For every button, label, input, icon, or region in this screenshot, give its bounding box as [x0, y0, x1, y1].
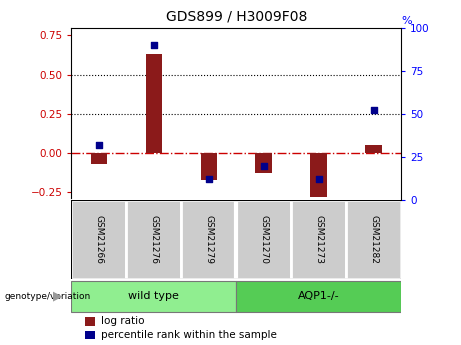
Text: genotype/variation: genotype/variation — [5, 292, 91, 300]
Bar — [310, 153, 327, 197]
Point — [370, 108, 377, 113]
Point — [150, 42, 158, 48]
Text: percentile rank within the sample: percentile rank within the sample — [101, 330, 277, 340]
Bar — [85, 317, 95, 326]
Point — [205, 177, 213, 182]
Point — [260, 163, 267, 168]
Point — [95, 142, 103, 148]
Text: ▶: ▶ — [53, 289, 63, 303]
Text: GSM21279: GSM21279 — [204, 215, 213, 264]
Bar — [291, 200, 346, 279]
Title: GDS899 / H3009F08: GDS899 / H3009F08 — [165, 10, 307, 24]
Bar — [126, 200, 181, 279]
Bar — [201, 153, 217, 180]
Bar — [146, 54, 162, 153]
Text: %: % — [401, 16, 412, 26]
Point — [315, 177, 322, 182]
Bar — [71, 200, 126, 279]
Bar — [236, 200, 291, 279]
Text: GSM21270: GSM21270 — [259, 215, 268, 264]
Text: GSM21282: GSM21282 — [369, 215, 378, 264]
Text: AQP1-/-: AQP1-/- — [298, 291, 339, 301]
Bar — [346, 200, 401, 279]
Bar — [236, 281, 401, 312]
Text: GSM21266: GSM21266 — [95, 215, 103, 264]
Bar — [255, 153, 272, 174]
Bar — [91, 153, 107, 164]
Text: wild type: wild type — [129, 291, 179, 301]
Bar — [85, 331, 95, 339]
Bar — [366, 145, 382, 153]
Bar — [71, 281, 236, 312]
Text: GSM21273: GSM21273 — [314, 215, 323, 264]
Bar — [181, 200, 236, 279]
Text: log ratio: log ratio — [101, 316, 145, 326]
Text: GSM21276: GSM21276 — [149, 215, 159, 264]
